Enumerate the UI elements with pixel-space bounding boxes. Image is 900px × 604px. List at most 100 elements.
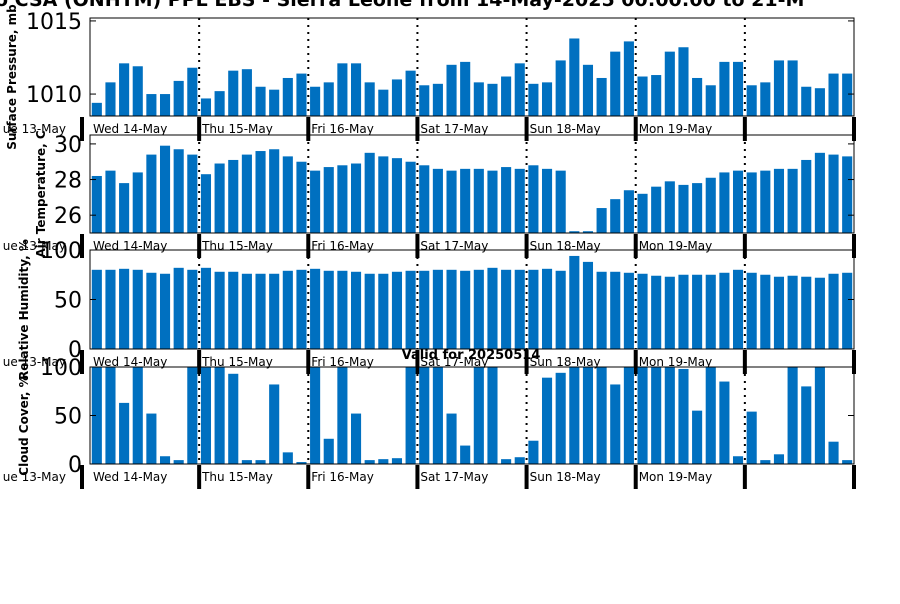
chart-bar-p4-27 [446, 413, 457, 464]
chart-bar-p3-8 [187, 269, 198, 349]
y-tick-label-p3-3: 100 [40, 239, 82, 264]
chart-bar-p2-44 [678, 184, 689, 233]
chart-bar-p3-28 [460, 270, 471, 349]
day-label-p1-6: Mon 19-May [639, 122, 713, 136]
day-label-p3-6: Mon 19-May [639, 355, 713, 369]
chart-bar-p2-14 [269, 149, 280, 233]
day-label-p3-2: Thu 15-May [201, 355, 273, 369]
chart-bar-p2-48 [732, 170, 744, 233]
y-axis-label-p3: Relative Humidity, % [17, 239, 31, 380]
chart-bar-p1-14 [269, 89, 280, 116]
day-label-p4-6: Mon 19-May [639, 470, 713, 484]
chart-bar-p2-56 [842, 156, 853, 233]
chart-bar-p2-32 [514, 168, 525, 233]
chart-bar-p3-35 [555, 270, 566, 349]
chart-bar-p3-5 [146, 272, 157, 349]
chart-bar-p4-46 [705, 367, 716, 464]
chart-bar-p1-16 [296, 73, 307, 116]
chart-bar-p4-19 [337, 367, 348, 464]
y-axis-label-p1: Surface Pressure, mb [5, 4, 19, 150]
chart-bar-p2-21 [364, 152, 375, 233]
chart-bar-p1-42 [651, 75, 662, 116]
chart-bar-p2-10 [214, 163, 225, 233]
chart-bar-p3-39 [610, 271, 621, 349]
chart-bar-p2-17 [310, 170, 321, 233]
chart-bar-p1-48 [732, 61, 744, 116]
y-tick-label-p3-1: 0 [68, 338, 82, 363]
chart-bar-p1-26 [432, 83, 443, 116]
chart-bar-p1-11 [228, 70, 239, 116]
chart-bar-p2-36 [569, 231, 580, 233]
chart-bar-p4-20 [350, 413, 362, 464]
chart-bar-p1-6 [159, 94, 171, 116]
left-date-label-p1: ue 13-May [3, 122, 66, 136]
chart-bar-p3-29 [473, 269, 484, 349]
chart-bar-p4-14 [269, 384, 280, 464]
chart-title: o CSA (ONHTM) PPL EBS - Sierra Leone fro… [0, 0, 804, 11]
chart-bar-p2-11 [228, 159, 239, 233]
chart-bar-p4-35 [555, 372, 566, 464]
chart-bar-p1-3 [119, 63, 130, 116]
chart-bar-p2-39 [610, 199, 621, 233]
day-label-p1-3: Fri 16-May [311, 122, 374, 136]
chart-bar-p3-40 [623, 272, 634, 349]
chart-bar-p2-43 [664, 181, 675, 233]
day-label-p3-4: Sat 17-May [420, 355, 488, 369]
plot-frame-p2 [89, 134, 855, 234]
chart-bar-p4-33 [528, 440, 539, 464]
chart-bar-p4-5 [146, 413, 157, 464]
chart-bar-p3-3 [119, 268, 130, 349]
chart-bar-p4-51 [773, 454, 785, 464]
chart-bar-p2-41 [637, 193, 648, 233]
day-label-p4-4: Sat 17-May [420, 470, 488, 484]
chart-bar-p2-47 [719, 172, 730, 233]
chart-bar-p4-21 [364, 460, 375, 464]
chart-bar-p3-43 [664, 276, 675, 349]
chart-bar-p2-25 [419, 165, 430, 233]
day-label-p2-6: Mon 19-May [639, 239, 713, 253]
y-tick-label-p1-2: 1015 [26, 10, 82, 35]
chart-bar-p1-5 [146, 94, 157, 116]
chart-bar-p3-1 [91, 269, 102, 349]
chart-bar-p1-44 [678, 47, 689, 116]
y-axis-label-p4: Cloud Cover, % [17, 375, 31, 475]
chart-bar-p2-20 [350, 163, 362, 233]
chart-bar-p2-40 [623, 190, 634, 233]
chart-bar-p1-47 [719, 61, 730, 116]
chart-bar-p2-6 [159, 145, 171, 233]
chart-bar-p2-16 [296, 161, 307, 233]
chart-bar-p2-30 [487, 170, 498, 233]
chart-bar-p3-37 [582, 261, 594, 349]
chart-bar-p1-28 [460, 61, 471, 116]
chart-bar-p3-47 [719, 272, 730, 349]
chart-bar-p4-31 [501, 459, 512, 464]
chart-bar-p2-45 [692, 183, 703, 233]
day-label-p1-1: Wed 14-May [93, 122, 167, 136]
chart-bar-p3-23 [391, 271, 403, 349]
chart-bar-p4-56 [842, 460, 853, 464]
chart-bar-p3-41 [637, 273, 648, 349]
chart-bar-p4-16 [296, 462, 307, 464]
chart-bar-p3-31 [501, 269, 512, 349]
chart-bar-p2-51 [773, 168, 785, 233]
chart-bar-p1-36 [569, 38, 580, 117]
chart-bar-p4-12 [241, 460, 252, 464]
chart-bar-p1-41 [637, 76, 648, 116]
chart-bar-p2-28 [460, 168, 471, 233]
chart-bar-p3-44 [678, 274, 689, 349]
plot-frame-p1 [89, 17, 855, 117]
chart-bar-p2-35 [555, 170, 566, 233]
chart-bar-p3-19 [337, 270, 348, 349]
day-label-p2-4: Sat 17-May [420, 239, 488, 253]
chart-bar-p4-28 [460, 445, 471, 464]
chart-bar-p4-11 [228, 373, 239, 464]
chart-bar-p2-24 [405, 161, 416, 233]
chart-bar-p1-43 [664, 51, 675, 116]
chart-bar-p3-18 [323, 270, 334, 349]
chart-bar-p3-46 [705, 274, 716, 349]
day-label-p4-1: Wed 14-May [93, 470, 167, 484]
chart-bar-p3-15 [282, 270, 293, 349]
chart-bar-p1-35 [555, 60, 566, 116]
